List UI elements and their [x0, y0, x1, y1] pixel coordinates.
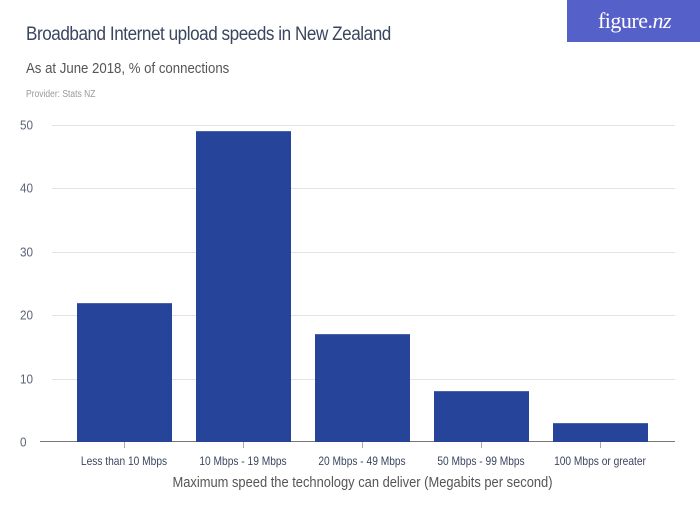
y-tick-label: 0 [20, 434, 27, 450]
gridline [52, 188, 675, 189]
x-tick-mark [243, 442, 244, 448]
logo-suffix: nz [652, 8, 672, 33]
y-tick-label: 10 [20, 371, 34, 387]
x-tick-mark [124, 442, 125, 448]
x-tick-label: 20 Mbps - 49 Mbps [318, 454, 406, 468]
x-tick-label: 50 Mbps - 99 Mbps [437, 454, 525, 468]
x-tick-label: 100 Mbps or greater [554, 454, 646, 468]
x-tick-label: 10 Mbps - 19 Mbps [199, 454, 287, 468]
bar[interactable] [76, 302, 172, 442]
y-tick-label: 30 [20, 244, 34, 260]
bar[interactable] [433, 391, 529, 442]
gridline [52, 125, 675, 126]
y-tick-label: 50 [20, 117, 34, 133]
bar[interactable] [552, 422, 648, 442]
chart-title: Broadband Internet upload speeds in New … [26, 24, 391, 45]
x-tick-mark [600, 442, 601, 448]
gridline [52, 252, 675, 253]
x-axis-title: Maximum speed the technology can deliver… [172, 474, 553, 491]
gridline [52, 315, 675, 316]
logo-text: figure. [597, 8, 653, 33]
provider-label: Provider: Stats NZ [26, 89, 96, 100]
chart-subtitle: As at June 2018, % of connections [26, 60, 230, 77]
x-tick-mark [362, 442, 363, 448]
bar[interactable] [195, 131, 291, 442]
y-tick-label: 40 [20, 180, 34, 196]
figure-nz-logo: figure. nz [567, 0, 700, 42]
bar[interactable] [314, 334, 410, 442]
x-tick-mark [481, 442, 482, 448]
x-tick-label: Less than 10 Mbps [80, 454, 168, 468]
y-tick-label: 20 [20, 307, 34, 323]
